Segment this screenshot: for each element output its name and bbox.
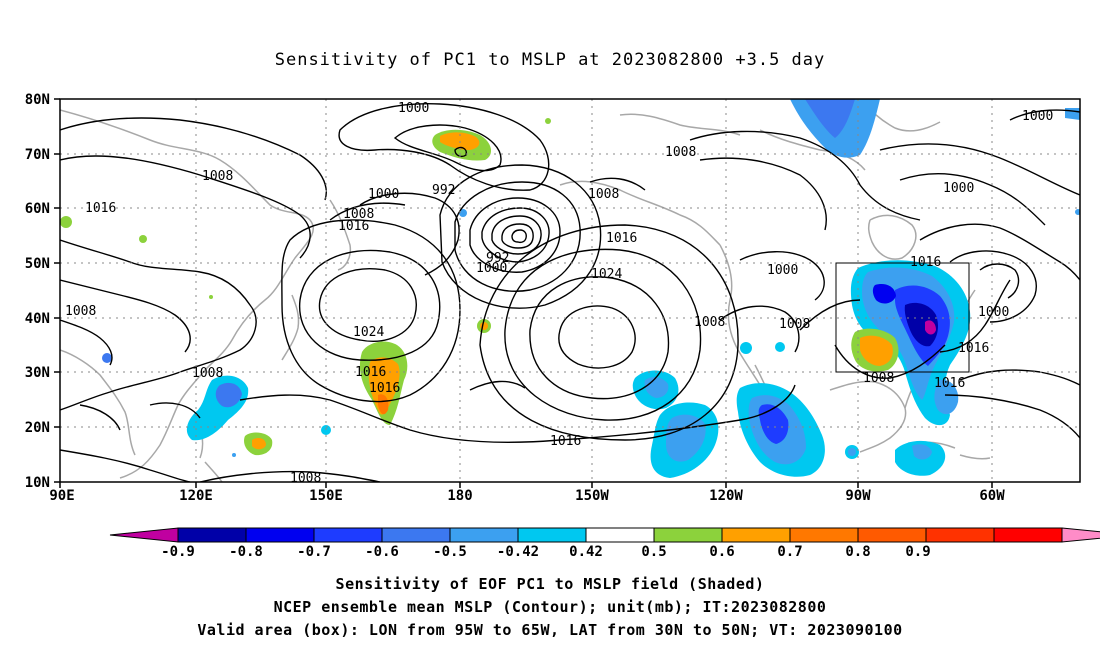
lon-label: 150E	[309, 488, 343, 504]
colorbar-tick-label: 0.7	[777, 544, 802, 560]
lon-label: 90W	[845, 488, 871, 504]
lon-label: 120E	[179, 488, 213, 504]
map-figure: 1000 1008 1016 1008 1000 992 1008 1016 9…	[25, 92, 1100, 560]
colorbar-segment	[245, 527, 315, 543]
contour-label: 1000	[476, 261, 507, 276]
contour-label: 1008	[290, 471, 321, 486]
latitude-labels: 80N 70N 60N 50N 40N 30N 20N 10N	[25, 92, 50, 491]
contour-label: 1016	[338, 219, 369, 234]
contour-label: 1024	[353, 325, 384, 340]
colorbar-tick-label: 0.42	[569, 544, 603, 560]
colorbar-segment	[721, 527, 791, 543]
colorbar-tick-label: -0.9	[161, 544, 195, 560]
colorbar-tick-label: -0.7	[297, 544, 331, 560]
contour-label: 992	[432, 183, 455, 198]
caption-line-3: Valid area (box): LON from 95W to 65W, L…	[197, 621, 903, 639]
contour-label: 1008	[863, 371, 894, 386]
lat-label: 60N	[25, 201, 50, 217]
graticule	[60, 99, 1080, 482]
colorbar-segment	[449, 527, 519, 543]
colorbar-segment	[857, 527, 927, 543]
lon-label: 60W	[979, 488, 1005, 504]
colorbar-tick-label: -0.8	[229, 544, 263, 560]
sensitivity-shading	[60, 99, 1080, 478]
axis-ticks	[54, 98, 993, 488]
lon-label: 150W	[575, 488, 609, 504]
colorbar-high-arrow	[1061, 527, 1100, 543]
colorbar-segment	[517, 527, 587, 543]
contour-label: 1000	[398, 101, 429, 116]
lat-label: 40N	[25, 311, 50, 327]
contour-label: 1016	[606, 231, 637, 246]
contour-label: 1016	[934, 376, 965, 391]
colorbar-labels: -0.9 -0.8 -0.7 -0.6 -0.5 -0.42 0.42 0.5 …	[161, 544, 931, 560]
lat-label: 20N	[25, 420, 50, 436]
lat-label: 50N	[25, 256, 50, 272]
contour-label: 1016	[85, 201, 116, 216]
contour-label: 1008	[65, 304, 96, 319]
contour-labels: 1000 1008 1016 1008 1000 992 1008 1016 9…	[65, 101, 1053, 486]
colorbar-tick-label: -0.42	[497, 544, 539, 560]
colorbar-segment	[381, 527, 451, 543]
colorbar-low-arrow	[109, 527, 179, 543]
colorbar-tick-label: -0.5	[433, 544, 467, 560]
contour-label: 1008	[192, 366, 223, 381]
lon-label: 90E	[49, 488, 74, 504]
contour-label: 1008	[343, 207, 374, 222]
colorbar-tick-label: -0.6	[365, 544, 399, 560]
colorbar-tick-label: 0.6	[709, 544, 734, 560]
contour-label: 1008	[665, 145, 696, 160]
contour-label: 1016	[369, 381, 400, 396]
contour-label: 1000	[1022, 109, 1053, 124]
contour-label: 1008	[588, 187, 619, 202]
caption-line-2: NCEP ensemble mean MSLP (Contour); unit(…	[273, 598, 827, 616]
contour-label: 1008	[694, 315, 725, 330]
colorbar-segment	[789, 527, 859, 543]
lat-label: 10N	[25, 475, 50, 491]
colorbar-tick-label: 0.5	[641, 544, 666, 560]
map-frame	[59, 98, 1081, 483]
contour-label: 1016	[910, 255, 941, 270]
valid-area-box	[835, 262, 970, 373]
colorbar-tick-label: 0.9	[905, 544, 930, 560]
longitude-labels: 90E 120E 150E 180 150W 120W 90W 60W	[49, 488, 1005, 504]
mslp-contours	[60, 103, 1080, 482]
figure-title: Sensitivity of PC1 to MSLP at 2023082800…	[274, 50, 826, 70]
colorbar-segment	[313, 527, 383, 543]
contour-label: 1000	[368, 187, 399, 202]
lon-label: 180	[447, 488, 472, 504]
colorbar-segment	[585, 527, 655, 543]
contour-label: 1016	[550, 434, 581, 449]
lon-label: 120W	[709, 488, 743, 504]
contour-label: 1008	[779, 317, 810, 332]
contour-label: 1008	[202, 169, 233, 184]
colorbar-segment	[653, 527, 723, 543]
contour-label: 992	[486, 251, 509, 266]
colorbar-segment	[925, 527, 995, 543]
lat-label: 30N	[25, 365, 50, 381]
contour-label: 1000	[943, 181, 974, 196]
contour-label: 1000	[767, 263, 798, 278]
contour-label: 1000	[978, 305, 1009, 320]
lat-label: 80N	[25, 92, 50, 108]
lat-label: 70N	[25, 147, 50, 163]
contour-label: 1024	[591, 267, 622, 282]
colorbar-tick-label: 0.8	[845, 544, 870, 560]
colorbar-segment	[177, 527, 247, 543]
caption-line-1: Sensitivity of EOF PC1 to MSLP field (Sh…	[335, 575, 765, 593]
contour-label: 1016	[958, 341, 989, 356]
colorbar-segment	[993, 527, 1063, 543]
contour-label: 1016	[355, 365, 386, 380]
colorbar	[109, 527, 1100, 543]
